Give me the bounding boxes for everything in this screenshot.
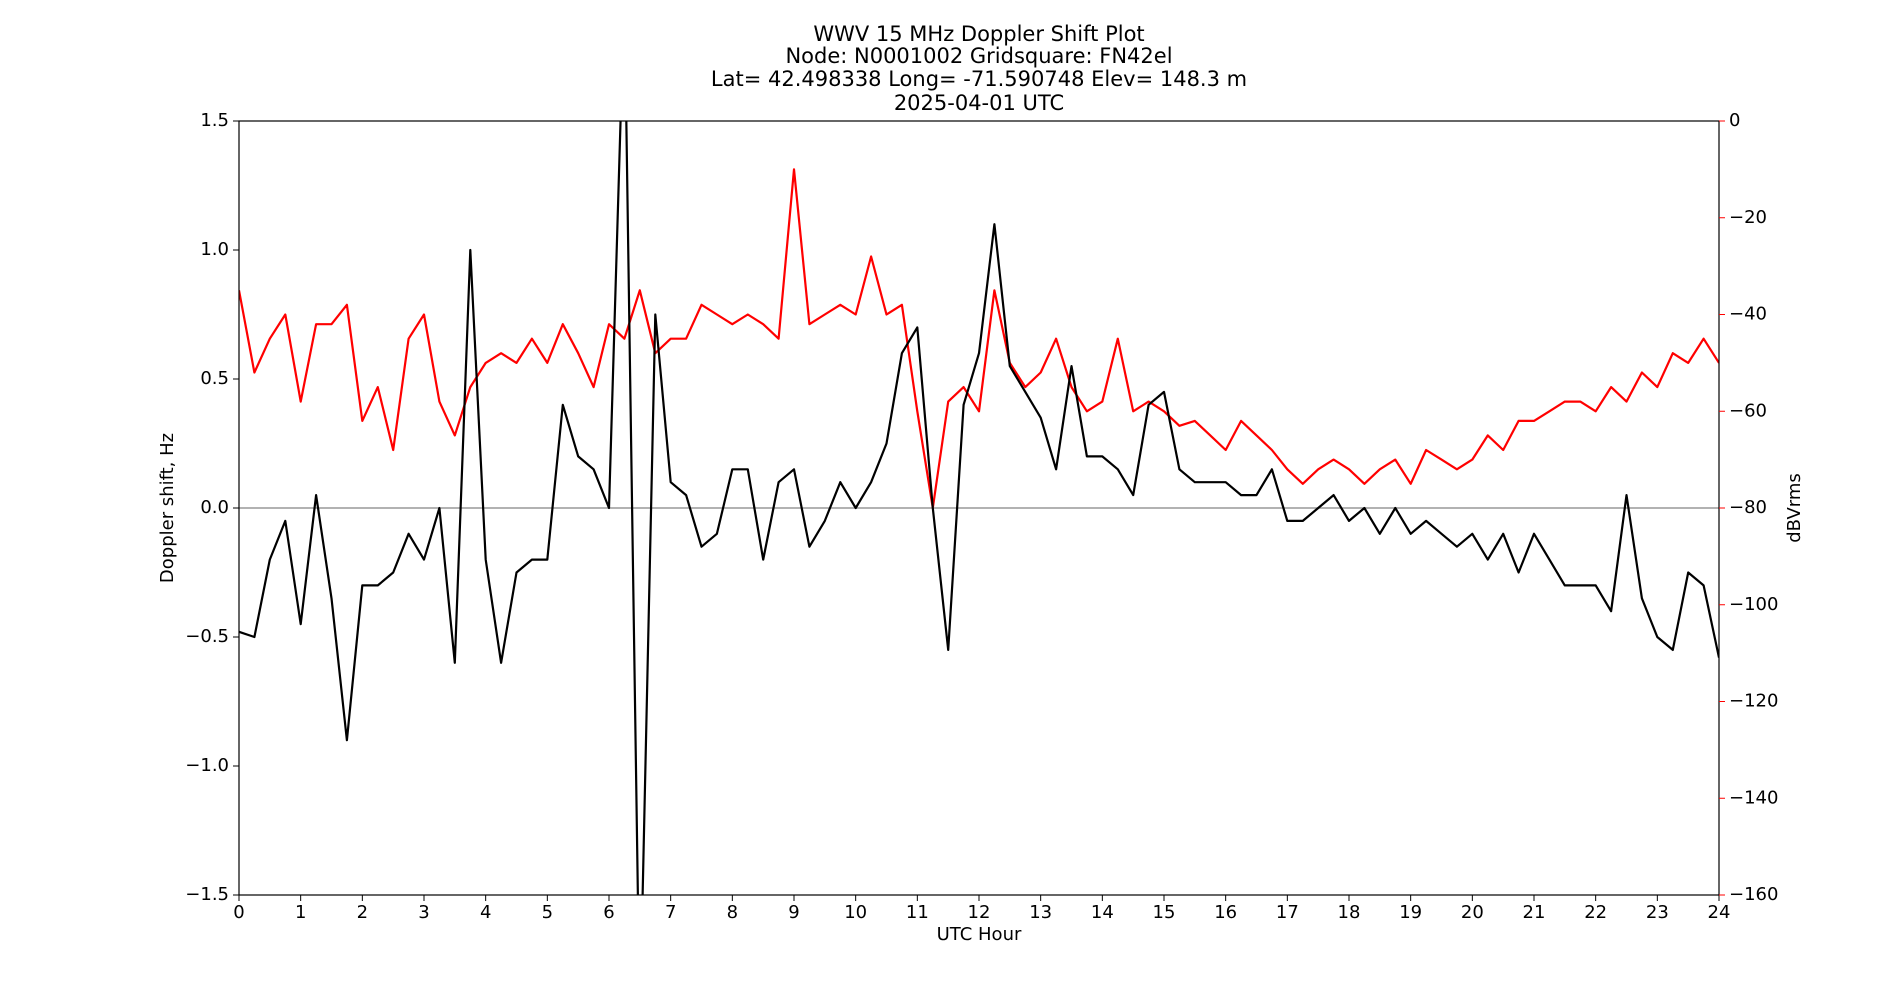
title-line: 2025-04-01 UTC — [894, 91, 1064, 115]
y-tick-label: −0.5 — [185, 626, 229, 647]
x-tick-label: 6 — [603, 902, 614, 923]
x-tick-label: 13 — [1029, 902, 1052, 923]
x-tick-label: 4 — [480, 902, 491, 923]
x-tick-label: 23 — [1646, 902, 1669, 923]
y2-tick-label: −140 — [1729, 787, 1778, 808]
x-tick-label: 3 — [418, 902, 429, 923]
y-tick-label: −1.5 — [185, 884, 229, 905]
x-tick-label: 11 — [906, 902, 929, 923]
series-line — [239, 121, 1719, 895]
x-tick-label: 19 — [1399, 902, 1422, 923]
x-tick-label: 14 — [1091, 902, 1114, 923]
x-tick-label: 7 — [665, 902, 676, 923]
x-tick-label: 18 — [1338, 902, 1361, 923]
series-line — [239, 168, 1719, 510]
y-tick-label: 0.0 — [200, 497, 229, 518]
x-tick-label: 16 — [1214, 902, 1237, 923]
y2-tick-label: −60 — [1729, 400, 1767, 421]
x-tick-label: 17 — [1276, 902, 1299, 923]
y-tick-label: 0.5 — [200, 368, 229, 389]
title-line: Node: N0001002 Gridsquare: FN42el — [785, 44, 1172, 68]
x-tick-label: 9 — [788, 902, 799, 923]
x-axis-label: UTC Hour — [937, 924, 1022, 945]
y2-tick-label: −100 — [1729, 594, 1778, 615]
x-tick-label: 15 — [1153, 902, 1176, 923]
y-tick-label: 1.5 — [200, 110, 229, 131]
y2-tick-label: −80 — [1729, 497, 1767, 518]
x-tick-label: 22 — [1584, 902, 1607, 923]
y2-tick-label: −160 — [1729, 884, 1778, 905]
title-line: WWV 15 MHz Doppler Shift Plot — [813, 22, 1144, 46]
x-tick-label: 24 — [1708, 902, 1731, 923]
x-tick-label: 21 — [1523, 902, 1546, 923]
y2-tick-label: −40 — [1729, 304, 1767, 325]
y-tick-label: 1.0 — [200, 239, 229, 260]
y-axis-label: Doppler shift, Hz — [157, 433, 178, 583]
y2-tick-label: 0 — [1729, 110, 1740, 131]
y2-tick-label: −20 — [1729, 207, 1767, 228]
y2-tick-label: −120 — [1729, 691, 1778, 712]
plot-area — [239, 121, 1719, 895]
x-tick-label: 5 — [542, 902, 553, 923]
x-tick-label: 2 — [357, 902, 368, 923]
x-tick-label: 10 — [844, 902, 867, 923]
x-tick-label: 12 — [968, 902, 991, 923]
x-tick-label: 8 — [727, 902, 738, 923]
y-tick-label: −1.0 — [185, 755, 229, 776]
x-tick-label: 0 — [233, 902, 244, 923]
x-tick-label: 20 — [1461, 902, 1484, 923]
title-line: Lat= 42.498338 Long= -71.590748 Elev= 14… — [711, 67, 1247, 91]
x-tick-label: 1 — [295, 902, 306, 923]
y2-axis-label: dBVrms — [1784, 473, 1805, 543]
